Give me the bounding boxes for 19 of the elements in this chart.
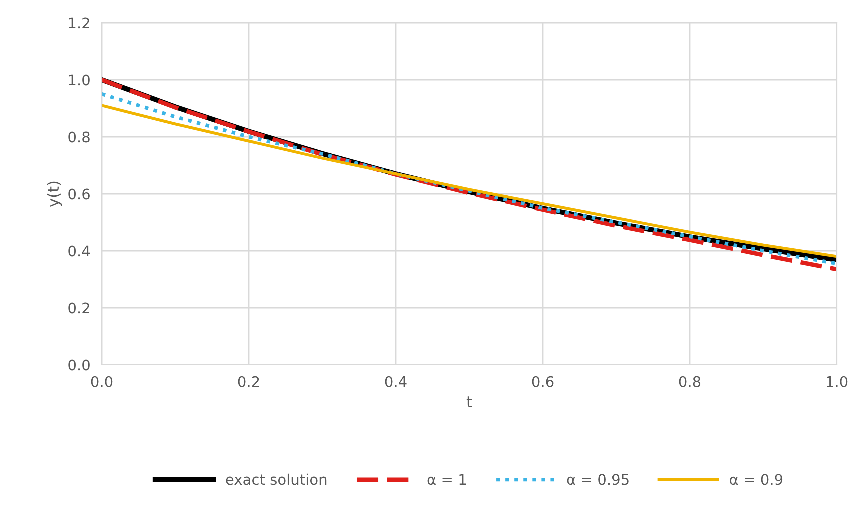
y-tick-label: 0.8 [68,132,90,143]
x-tick-label: 1.0 [827,376,848,388]
x-tick-label: 0.2 [238,376,260,388]
x-axis-title: t [466,396,472,408]
y-tick-label: 1.0 [69,74,90,86]
y-tick-label: 0.4 [68,246,90,257]
x-tick-label: 0.6 [532,376,554,388]
y-axis-title: y(t) [47,182,62,208]
y-tick-label: 0.6 [68,188,90,200]
y-tick-label: 0.2 [68,302,90,314]
legend-label: α = 1 [428,474,466,486]
legend-label: exact solution [226,474,327,486]
legend-label: α = 0.9 [730,474,783,486]
x-tick-label: 0.0 [91,376,113,388]
y-tick-label: 1.2 [69,18,90,29]
x-tick-label: 0.4 [385,376,407,388]
y-tick-label: 0.0 [68,360,90,371]
legend-label: α = 0.95 [567,474,629,486]
x-tick-label: 0.8 [679,376,701,388]
